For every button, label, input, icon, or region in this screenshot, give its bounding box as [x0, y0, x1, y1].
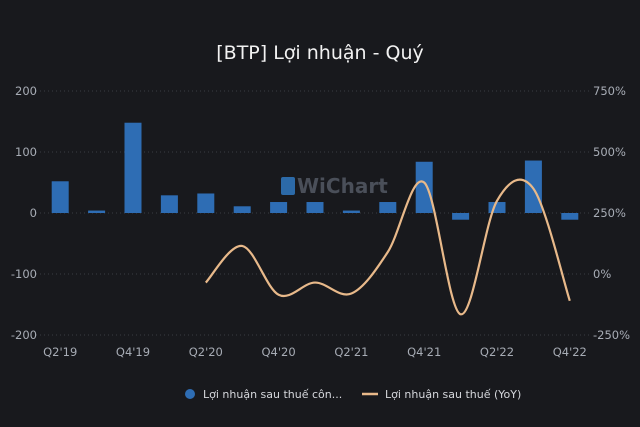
line-series-path[interactable] — [204, 178, 571, 316]
bar[interactable] — [270, 202, 288, 213]
watermark-logo: WiChart — [281, 174, 388, 198]
y-axis-right: 750% 500% 250% 0% -250% — [593, 84, 630, 342]
y-left-tick-label: 0 — [30, 206, 37, 220]
chart-title: [BTP] Lợi nhuận - Quý — [216, 42, 423, 64]
legend-label-line: Lợi nhuận sau thuế (YoY) — [385, 388, 521, 401]
bar[interactable] — [124, 122, 142, 213]
y-axis-left: 200 100 0 -100 -200 — [11, 84, 37, 342]
x-tick-label: Q2'22 — [480, 345, 514, 359]
watermark-text: WiChart — [297, 174, 388, 198]
y-right-tick-label: 500% — [593, 145, 626, 159]
bar[interactable] — [51, 181, 69, 213]
bar[interactable] — [160, 195, 178, 213]
legend-item-line[interactable]: Lợi nhuận sau thuế (YoY) — [362, 388, 521, 401]
line-series — [204, 178, 571, 316]
y-left-tick-label: 100 — [15, 145, 37, 159]
bar[interactable] — [488, 202, 506, 213]
y-left-tick-label: -100 — [11, 267, 37, 281]
bar[interactable] — [233, 206, 251, 213]
y-right-tick-label: 750% — [593, 84, 626, 98]
bar[interactable] — [379, 202, 397, 213]
legend-item-bar[interactable]: Lợi nhuận sau thuế côn... — [185, 388, 342, 401]
y-right-tick-label: 250% — [593, 206, 626, 220]
bar[interactable] — [342, 210, 360, 213]
bar[interactable] — [88, 210, 106, 213]
y-right-tick-label: 0% — [593, 267, 611, 281]
bar[interactable] — [524, 160, 542, 213]
y-left-tick-label: 200 — [15, 84, 37, 98]
bar[interactable] — [415, 161, 433, 213]
legend-marker-bar — [185, 389, 195, 399]
bar[interactable] — [452, 213, 470, 220]
x-tick-label: Q2'20 — [189, 345, 223, 359]
legend-label-bar: Lợi nhuận sau thuế côn... — [203, 388, 342, 401]
x-axis: Q2'19 Q4'19 Q2'20 Q4'20 Q2'21 Q4'21 Q2'22 Q4'22 — [43, 345, 587, 359]
bar[interactable] — [306, 202, 324, 213]
x-tick-label: Q4'21 — [407, 345, 441, 359]
x-tick-label: Q2'21 — [334, 345, 368, 359]
x-tick-label: Q4'20 — [262, 345, 296, 359]
legend[interactable]: Lợi nhuận sau thuế côn... Lợi nhuận sau … — [185, 388, 521, 401]
y-left-tick-label: -200 — [11, 328, 37, 342]
bar-series — [51, 122, 579, 220]
x-tick-label: Q2'19 — [43, 345, 77, 359]
bar[interactable] — [561, 213, 579, 220]
x-tick-label: Q4'22 — [553, 345, 587, 359]
x-tick-label: Q4'19 — [116, 345, 150, 359]
bar[interactable] — [197, 193, 215, 213]
y-right-tick-label: -250% — [593, 328, 630, 342]
